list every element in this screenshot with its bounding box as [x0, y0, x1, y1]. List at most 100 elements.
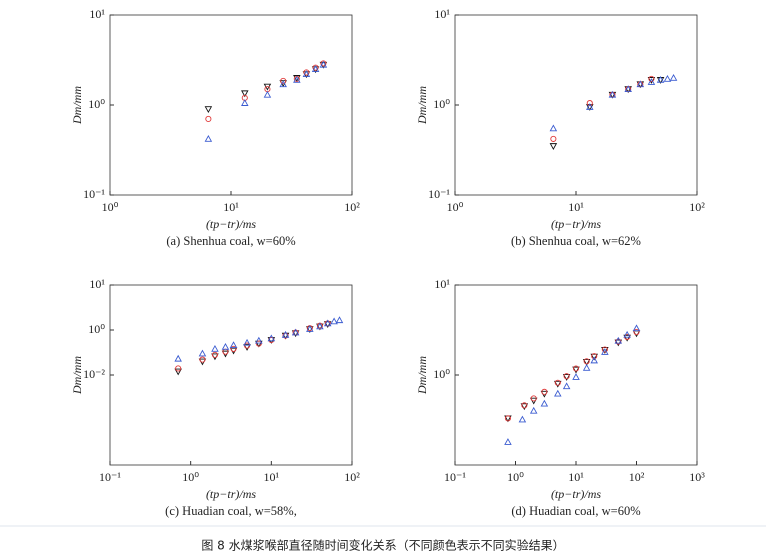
point	[205, 115, 212, 122]
x-tick-label: 10²	[689, 200, 705, 214]
panel-caption: (b) Shenhua coal, w=62%	[511, 234, 641, 248]
x-tick-label: 10⁰	[102, 200, 119, 214]
x-axis-label: (tp−tr)/ms	[551, 487, 601, 501]
point	[562, 374, 571, 381]
point	[211, 351, 218, 358]
point	[633, 329, 640, 336]
point	[601, 348, 609, 355]
panel-caption: (d) Huadian coal, w=60%	[511, 504, 640, 518]
point	[540, 399, 549, 407]
point	[323, 321, 332, 329]
y-tick-label: 10⁰	[88, 97, 105, 111]
x-tick-label: 10⁰	[447, 200, 464, 214]
point	[648, 75, 655, 82]
point	[663, 74, 672, 82]
point	[306, 325, 314, 332]
point	[255, 340, 262, 347]
point	[230, 345, 237, 352]
panel-caption: (a) Shenhua coal, w=60%	[166, 234, 295, 248]
point	[335, 316, 344, 324]
point	[174, 368, 182, 376]
point	[590, 353, 598, 361]
point	[572, 373, 580, 380]
x-axis-label: (tp−tr)/ms	[206, 487, 256, 501]
x-tick-label: 10²	[344, 200, 360, 214]
point	[267, 334, 276, 342]
point	[582, 363, 591, 371]
point	[554, 379, 561, 386]
point	[550, 135, 557, 142]
point	[319, 60, 328, 68]
x-tick-label: 10⁰	[182, 470, 199, 484]
point	[204, 106, 213, 114]
point	[243, 344, 251, 351]
point	[624, 85, 632, 93]
point	[647, 78, 656, 85]
point	[291, 328, 300, 336]
point	[204, 134, 213, 142]
point	[530, 395, 537, 402]
plot-frame	[109, 284, 353, 466]
point	[520, 403, 529, 411]
y-tick-label: 10⁰	[433, 97, 450, 111]
point	[623, 330, 631, 338]
point	[229, 341, 238, 349]
point	[175, 365, 182, 372]
point	[174, 354, 182, 362]
point	[221, 343, 230, 350]
figure-caption: 图 8 水煤浆喉部直径随时间变化关系（不同颜色表示不同实验结果）	[201, 538, 564, 553]
point	[623, 334, 631, 342]
y-axis-label: Dm/mm	[415, 356, 429, 395]
point	[504, 415, 511, 422]
point	[586, 100, 593, 107]
x-tick-label: 10¹	[264, 470, 280, 484]
x-axis-label: (tp−tr)/ms	[551, 217, 601, 231]
point	[280, 77, 287, 85]
point	[323, 319, 332, 327]
point	[608, 90, 617, 98]
point	[586, 103, 594, 110]
point	[293, 75, 301, 83]
y-tick-label: 10⁰	[433, 367, 450, 381]
y-axis-label: Dm/mm	[70, 86, 84, 125]
point	[312, 64, 319, 71]
y-axis-label: Dm/mm	[70, 356, 84, 395]
point	[279, 80, 287, 88]
point	[582, 358, 591, 366]
point	[293, 75, 301, 82]
point	[591, 353, 598, 360]
point	[669, 73, 678, 81]
y-tick-label: 10⁰	[88, 322, 105, 336]
plot-frame	[454, 284, 698, 466]
x-tick-label: 10¹	[223, 200, 239, 214]
x-tick-label: 10³	[689, 470, 705, 484]
point	[647, 77, 656, 84]
point	[303, 69, 310, 76]
point	[572, 365, 580, 372]
point	[549, 143, 558, 150]
point	[601, 346, 608, 353]
point	[636, 80, 645, 88]
point	[632, 324, 641, 332]
point	[572, 366, 580, 374]
x-tick-label: 10¹	[568, 470, 584, 484]
plot-frame	[454, 14, 698, 196]
point	[211, 344, 219, 352]
y-tick-label: 10⁻²	[83, 367, 105, 381]
point	[263, 90, 272, 98]
point	[554, 389, 562, 397]
point	[614, 336, 623, 344]
point	[291, 330, 300, 338]
point	[222, 348, 229, 355]
point	[554, 380, 562, 388]
plot-frame	[109, 14, 353, 196]
point	[241, 99, 249, 106]
point	[330, 317, 338, 325]
point	[198, 349, 207, 357]
point	[590, 356, 598, 364]
panel-caption: (c) Huadian coal, w=58%,	[165, 504, 297, 518]
point	[563, 373, 570, 380]
point	[302, 70, 311, 78]
point	[243, 338, 251, 346]
